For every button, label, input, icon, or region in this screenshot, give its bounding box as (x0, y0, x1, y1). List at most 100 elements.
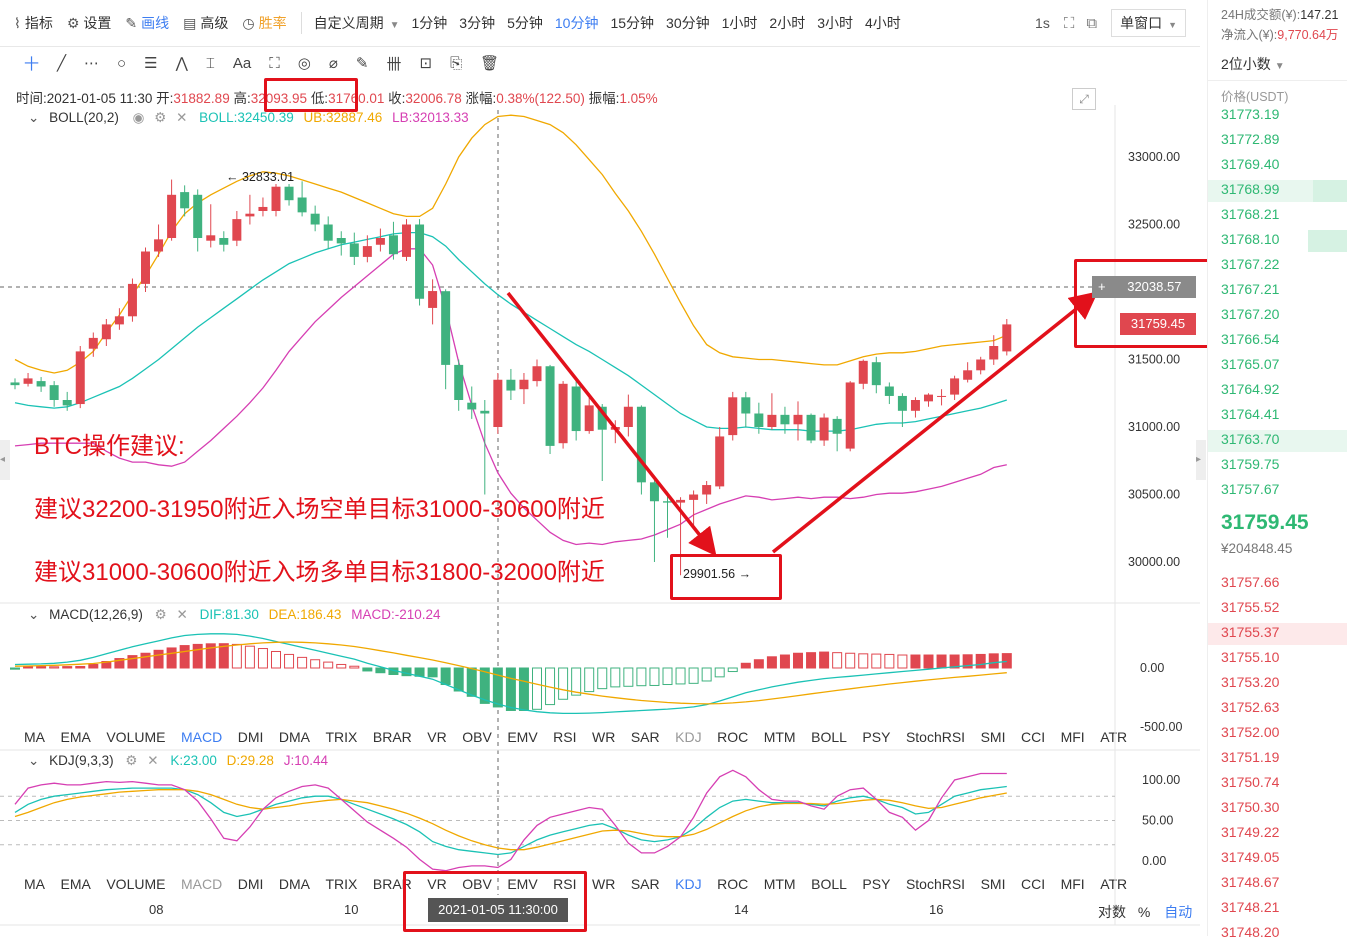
percent-scale-toggle[interactable]: % (1137, 904, 1151, 920)
bid-price[interactable]: 31755.37 (1221, 624, 1280, 640)
period-3[interactable]: 10分钟 (554, 15, 599, 31)
interval-label[interactable]: 1s (1035, 15, 1050, 31)
ask-price[interactable]: 31768.10 (1221, 231, 1280, 247)
main-tab-mfi[interactable]: MFI (1060, 729, 1085, 745)
main-tab-kdj[interactable]: KDJ (675, 729, 702, 745)
sub-tab-ma[interactable]: MA (24, 876, 45, 892)
period-9[interactable]: 4小时 (865, 15, 901, 31)
chart-canvas[interactable]: 30000.0030500.0031000.0031500.0032000.00… (0, 0, 1200, 936)
sub-tab-atr[interactable]: ATR (1100, 876, 1128, 892)
ask-price[interactable]: 31773.19 (1221, 106, 1280, 122)
sub-tab-dmi[interactable]: DMI (237, 876, 264, 892)
draw-tool-0-icon[interactable]: 十 (24, 55, 40, 73)
kdj-collapse-icon[interactable]: ⌄ (28, 753, 40, 768)
main-tab-rsi[interactable]: RSI (553, 729, 577, 745)
sub-tab-trix[interactable]: TRIX (325, 876, 358, 892)
main-tab-wr[interactable]: WR (592, 729, 616, 745)
left-collapse-handle[interactable]: ◂ (0, 440, 10, 480)
period-4[interactable]: 15分钟 (610, 15, 655, 31)
sub-tab-boll[interactable]: BOLL (811, 876, 847, 892)
main-tab-atr[interactable]: ATR (1100, 729, 1128, 745)
draw-tool-5-icon[interactable]: ⋀ (175, 55, 188, 72)
main-tab-volume[interactable]: VOLUME (106, 729, 166, 745)
sub-tab-roc[interactable]: ROC (717, 876, 749, 892)
macd-settings-icon[interactable]: ⚙ (154, 607, 167, 622)
ask-price[interactable]: 31763.70 (1221, 431, 1280, 447)
bid-price[interactable]: 31752.63 (1221, 699, 1280, 715)
main-tab-vr[interactable]: VR (427, 729, 447, 745)
period-7[interactable]: 2小时 (769, 15, 806, 31)
ask-price[interactable]: 31768.21 (1221, 206, 1280, 222)
draw-tool-3-icon[interactable]: ○ (117, 54, 127, 72)
ask-price[interactable]: 31768.99 (1221, 181, 1280, 197)
sub-tab-dma[interactable]: DMA (278, 876, 310, 892)
draw-tool-14-icon[interactable]: ⎘ (450, 54, 463, 72)
plus-icon[interactable]: + (1098, 279, 1106, 294)
draw-tool-4-icon[interactable]: ☰ (144, 55, 158, 72)
sub-tab-macd[interactable]: MACD (180, 876, 223, 892)
toolbar-draw-button[interactable]: ✎ 画线 (125, 14, 170, 32)
main-tab-psy[interactable]: PSY (862, 729, 891, 745)
bid-price[interactable]: 31752.00 (1221, 724, 1280, 740)
main-tab-brar[interactable]: BRAR (372, 729, 412, 745)
main-tab-boll[interactable]: BOLL (811, 729, 847, 745)
period-5[interactable]: 30分钟 (666, 15, 710, 31)
main-tab-macd[interactable]: MACD (180, 729, 223, 745)
sub-tab-brar[interactable]: BRAR (372, 876, 412, 892)
ask-price[interactable]: 31759.75 (1221, 456, 1280, 472)
ask-price[interactable]: 31769.40 (1221, 156, 1280, 172)
kdj-settings-icon[interactable]: ⚙ (125, 753, 138, 768)
period-0[interactable]: 1分钟 (411, 15, 448, 31)
toolbar-indicators-button[interactable]: ⌇ 指标 (14, 14, 53, 32)
sub-tab-psy[interactable]: PSY (862, 876, 891, 892)
sub-tab-wr[interactable]: WR (592, 876, 616, 892)
log-scale-toggle[interactable]: 对数 (1098, 904, 1126, 920)
fullscreen-icon[interactable]: ⤢ (1072, 88, 1096, 110)
custom-period-select[interactable]: 自定义周期 ▼ (313, 15, 400, 31)
sub-tab-smi[interactable]: SMI (980, 876, 1006, 892)
main-tab-stochrsi[interactable]: StochRSI (905, 729, 966, 745)
main-tab-ma[interactable]: MA (24, 729, 45, 745)
popout-icon[interactable]: ⧉ (1086, 14, 1098, 32)
sub-tab-volume[interactable]: VOLUME (106, 876, 166, 892)
period-6[interactable]: 1小时 (721, 15, 758, 31)
ask-price[interactable]: 31766.54 (1221, 331, 1280, 347)
sub-tab-ema[interactable]: EMA (60, 876, 91, 892)
main-tab-obv[interactable]: OBV (462, 729, 492, 745)
bid-price[interactable]: 31748.21 (1221, 899, 1280, 915)
bid-price[interactable]: 31755.10 (1221, 649, 1280, 665)
main-tab-sar[interactable]: SAR (630, 729, 660, 745)
sub-tab-obv[interactable]: OBV (462, 876, 492, 892)
boll-settings-icon[interactable]: ⚙ (154, 110, 167, 125)
ask-price[interactable]: 31757.67 (1221, 481, 1280, 497)
ask-price[interactable]: 31765.07 (1221, 356, 1280, 372)
main-tab-roc[interactable]: ROC (717, 729, 749, 745)
ask-price[interactable]: 31767.20 (1221, 306, 1280, 322)
draw-tool-9-icon[interactable]: ◎ (297, 55, 311, 72)
main-tab-mtm[interactable]: MTM (763, 729, 796, 745)
draw-tool-11-icon[interactable]: ✎ (355, 55, 369, 72)
draw-tool-15-icon[interactable]: 🗑 (480, 55, 500, 72)
main-tab-ema[interactable]: EMA (60, 729, 91, 745)
sub-tab-kdj[interactable]: KDJ (675, 876, 702, 892)
bid-price[interactable]: 31750.30 (1221, 799, 1280, 815)
period-8[interactable]: 3小时 (817, 15, 854, 31)
bid-price[interactable]: 31749.22 (1221, 824, 1280, 840)
draw-tool-7-icon[interactable]: Aa (232, 54, 252, 72)
main-tab-cci[interactable]: CCI (1020, 729, 1046, 745)
sub-tab-mtm[interactable]: MTM (763, 876, 796, 892)
window-mode-select[interactable]: 单窗口 ▼ (1111, 9, 1186, 37)
period-1[interactable]: 3分钟 (459, 15, 496, 31)
ask-price[interactable]: 31764.41 (1221, 406, 1280, 422)
bid-price[interactable]: 31753.20 (1221, 674, 1280, 690)
expand-icon[interactable]: ⛶ (1063, 14, 1075, 32)
sub-tab-vr[interactable]: VR (427, 876, 447, 892)
bid-price[interactable]: 31751.19 (1221, 749, 1280, 765)
ask-price[interactable]: 31764.92 (1221, 381, 1280, 397)
draw-tool-8-icon[interactable]: ⛶ (269, 54, 280, 72)
sub-tab-sar[interactable]: SAR (630, 876, 660, 892)
ask-price[interactable]: 31767.21 (1221, 281, 1280, 297)
bid-price[interactable]: 31749.05 (1221, 849, 1280, 865)
sub-tab-emv[interactable]: EMV (507, 876, 538, 892)
macd-collapse-icon[interactable]: ⌄ (28, 607, 40, 622)
